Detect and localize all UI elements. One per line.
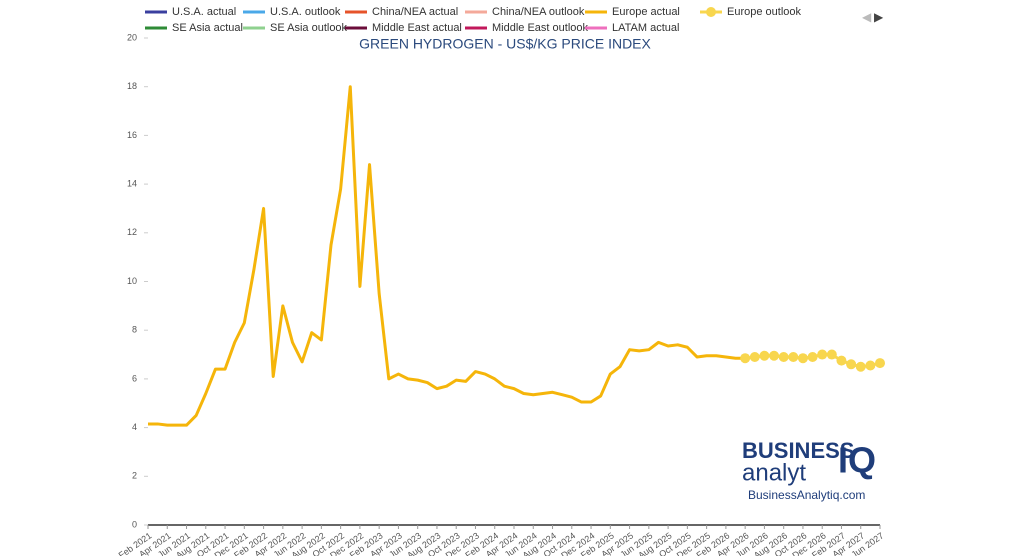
y-tick-label: 16	[127, 130, 137, 140]
y-tick-label: 10	[127, 276, 137, 286]
legend-label: China/NEA outlook	[492, 6, 585, 18]
legend-label: SE Asia actual	[172, 22, 243, 34]
data-point	[826, 349, 837, 360]
legend-label: Middle East outlook	[492, 22, 588, 34]
series-line	[148, 85, 746, 427]
legend-label: U.S.A. outlook	[270, 6, 341, 18]
legend-label: LATAM actual	[612, 22, 679, 34]
data-point	[740, 353, 751, 364]
y-tick-label: 0	[132, 519, 137, 529]
y-tick-label: 6	[132, 373, 137, 383]
data-point	[749, 351, 760, 362]
legend-marker	[706, 7, 716, 17]
data-point	[865, 360, 876, 371]
logo-line2: analyt	[742, 459, 806, 486]
y-tick-label: 2	[132, 471, 137, 481]
data-point	[836, 355, 847, 366]
logo: BUSINESS analyt IQ BusinessAnalytiq.com	[742, 438, 876, 502]
data-point	[855, 361, 866, 372]
data-point	[759, 350, 770, 361]
logo-line1: BUSINESS	[742, 438, 854, 463]
y-tick-label: 14	[127, 178, 137, 188]
y-tick-label: 4	[132, 422, 137, 432]
legend-next[interactable]: ▶	[874, 10, 884, 24]
y-tick-label: 12	[127, 227, 137, 237]
legend-label: Europe actual	[612, 6, 680, 18]
data-point	[769, 350, 780, 361]
legend-label: U.S.A. actual	[172, 6, 236, 18]
y-tick-label: 18	[127, 81, 137, 91]
data-point	[778, 351, 789, 362]
data-point	[817, 349, 828, 360]
legend-label: Europe outlook	[727, 6, 801, 18]
data-point	[788, 351, 799, 362]
data-point	[797, 353, 808, 364]
data-point	[807, 351, 818, 362]
data-point	[846, 359, 857, 370]
data-point	[875, 358, 885, 369]
legend-label: Middle East actual	[372, 22, 462, 34]
legend-prev[interactable]: ◀	[862, 10, 872, 24]
y-tick-label: 20	[127, 32, 137, 42]
y-tick-label: 8	[132, 325, 137, 335]
legend-label: China/NEA actual	[372, 6, 458, 18]
chart-title: GREEN HYDROGEN - US$/KG PRICE INDEX	[359, 36, 651, 52]
logo-url: BusinessAnalytiq.com	[748, 488, 865, 502]
legend-label: SE Asia outlook	[270, 22, 348, 34]
logo-mark: IQ	[838, 440, 876, 481]
